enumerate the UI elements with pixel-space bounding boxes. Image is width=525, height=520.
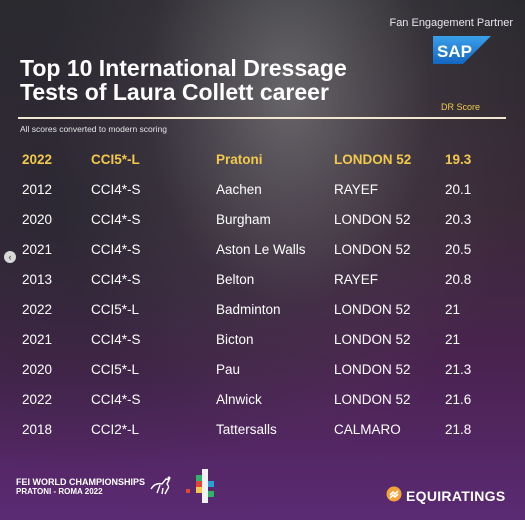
cell-year: 2021 (22, 332, 53, 347)
header-divider (18, 117, 506, 119)
table-row: 2020 CCI4*-S Burgham LONDON 52 20.3 (0, 205, 525, 235)
cell-horse: LONDON 52 (334, 152, 412, 167)
cell-score: 21 (445, 332, 461, 347)
cell-year: 2020 (22, 212, 53, 227)
cell-horse: LONDON 52 (334, 302, 411, 317)
cell-class: CCI2*-L (91, 422, 140, 437)
cell-score: 20.5 (445, 242, 472, 257)
table-row: 2012 CCI4*-S Aachen RAYEF 20.1 (0, 175, 525, 205)
cell-horse: LONDON 52 (334, 392, 411, 407)
cell-class: CCI4*-S (91, 272, 141, 287)
title-line-1: Top 10 International Dressage (20, 55, 347, 81)
cell-score: 21 (445, 302, 461, 317)
cell-class: CCI4*-S (91, 212, 141, 227)
cell-class: CCI4*-S (91, 182, 141, 197)
table-row: 2022 CCI5*-L Pratoni LONDON 52 19.3 (0, 145, 525, 175)
cell-score: 20.1 (445, 182, 472, 197)
cell-horse: RAYEF (334, 182, 379, 197)
cell-horse: RAYEF (334, 272, 379, 287)
cell-venue: Badminton (216, 302, 281, 317)
cell-venue: Pau (216, 362, 241, 377)
cell-score: 21.8 (445, 422, 472, 437)
table-row: 2022 CCI4*-S Alnwick LONDON 52 21.6 (0, 385, 525, 415)
table-row: 2013 CCI4*-S Belton RAYEF 20.8 (0, 265, 525, 295)
cell-year: 2021 (22, 242, 53, 257)
cell-venue: Aachen (216, 182, 262, 197)
title-line-2: Tests of Laura Collett career (20, 79, 329, 105)
table-row: 2022 CCI5*-L Badminton LONDON 52 21 (0, 295, 525, 325)
event-title: FEI WORLD CHAMPIONSHIPS (16, 477, 146, 487)
table-row: 2020 CCI5*-L Pau LONDON 52 21.3 (0, 355, 525, 385)
cell-score: 19.3 (445, 152, 472, 167)
cell-score: 21.3 (445, 362, 472, 377)
page-title: Top 10 International Dressage Tests of L… (20, 56, 420, 104)
event-location: PRATONI - ROMA 2022 (16, 487, 103, 496)
cell-horse: LONDON 52 (334, 212, 411, 227)
championship-emblem-icon (186, 469, 214, 503)
svg-text:SAP: SAP (437, 42, 472, 61)
cell-score: 20.3 (445, 212, 472, 227)
cell-year: 2020 (22, 362, 53, 377)
cell-venue: Aston Le Walls (216, 242, 306, 257)
cell-year: 2018 (22, 422, 53, 437)
table-row: 2018 CCI2*-L Tattersalls CALMARO 21.8 (0, 415, 525, 445)
partner-label: Fan Engagement Partner (389, 17, 513, 29)
cell-horse: CALMARO (334, 422, 401, 437)
cell-year: 2012 (22, 182, 53, 197)
cell-score: 20.8 (445, 272, 472, 287)
cell-venue: Burgham (216, 212, 271, 227)
table-row: 2021 CCI4*-S Aston Le Walls LONDON 52 20… (0, 235, 525, 265)
cell-year: 2022 (22, 152, 53, 167)
cell-year: 2013 (22, 272, 53, 287)
scoring-note: All scores converted to modern scoring (20, 124, 167, 134)
cell-class: CCI4*-S (91, 392, 141, 407)
cell-venue: Belton (216, 272, 255, 287)
cell-horse: LONDON 52 (334, 242, 411, 257)
cell-venue: Pratoni (216, 152, 263, 167)
cell-year: 2022 (22, 392, 53, 407)
cell-venue: Bicton (216, 332, 254, 347)
cell-class: CCI4*-S (91, 332, 141, 347)
cell-horse: LONDON 52 (334, 332, 411, 347)
cell-venue: Tattersalls (216, 422, 277, 437)
cell-class: CCI5*-L (91, 302, 140, 317)
brand-name: EQUIRATINGS (406, 488, 506, 504)
score-column-header: DR Score (441, 102, 481, 112)
equiratings-logo-icon (386, 486, 402, 502)
cell-venue: Alnwick (216, 392, 262, 407)
carousel-indicator (256, 512, 266, 520)
cell-score: 21.6 (445, 392, 472, 407)
cell-class: CCI5*-L (91, 152, 140, 167)
cell-horse: LONDON 52 (334, 362, 411, 377)
table-row: 2021 CCI4*-S Bicton LONDON 52 21 (0, 325, 525, 355)
chevron-left-icon[interactable]: ‹ (4, 251, 16, 263)
horse-icon (150, 476, 171, 495)
cell-year: 2022 (22, 302, 53, 317)
cell-class: CCI4*-S (91, 242, 141, 257)
cell-class: CCI5*-L (91, 362, 140, 377)
sap-logo: SAP (433, 36, 491, 64)
footer: FEI WORLD CHAMPIONSHIPS PRATONI - ROMA 2… (0, 466, 525, 520)
